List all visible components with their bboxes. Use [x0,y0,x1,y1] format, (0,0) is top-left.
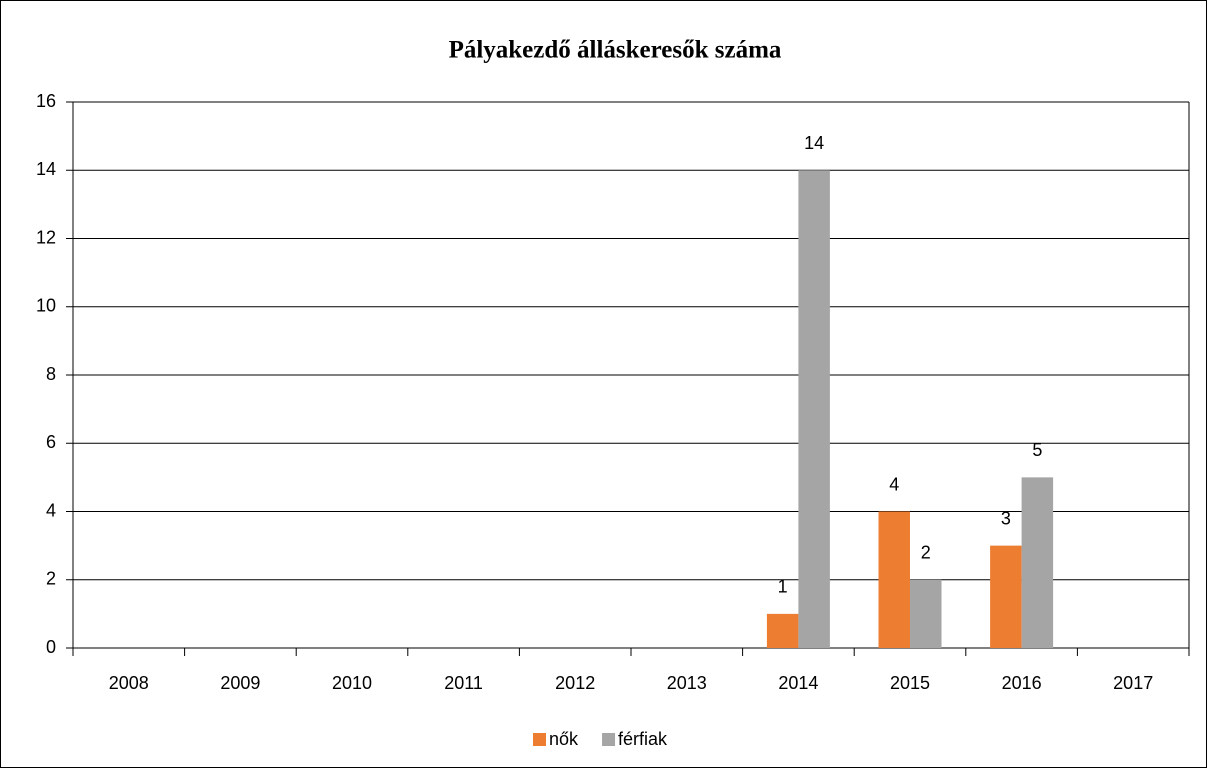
x-tick-label: 2017 [1113,673,1153,693]
x-tick-label: 2016 [1002,673,1042,693]
x-tick-label: 2009 [220,673,260,693]
x-tick-label: 2011 [444,673,483,693]
y-tick-label: 12 [36,227,56,247]
y-tick-label: 4 [46,500,56,520]
y-tick-label: 2 [46,569,56,589]
legend-label: férfiak [618,729,668,749]
bar [878,511,910,648]
bar [1021,477,1054,648]
bar [798,170,830,648]
data-label: 5 [1032,440,1042,460]
data-label: 14 [804,133,824,153]
data-label: 1 [778,577,788,597]
bar [910,579,942,648]
y-tick-label: 10 [36,296,56,316]
x-tick-label: 2014 [778,673,818,693]
y-tick-label: 6 [46,432,56,452]
legend-swatch [602,733,616,746]
y-tick-label: 0 [46,637,56,657]
legend-label: nők [549,729,579,749]
x-tick-label: 2010 [332,673,372,693]
x-tick-label: 2015 [890,673,930,693]
data-label: 4 [889,474,899,494]
bar [766,613,799,648]
x-tick-label: 2012 [555,673,595,693]
y-tick-label: 14 [36,159,56,179]
data-label: 3 [1001,508,1011,528]
bar [990,545,1022,648]
legend-swatch [533,733,546,746]
x-tick-label: 2013 [667,673,707,693]
y-tick-label: 8 [46,364,56,384]
data-label: 2 [921,543,931,563]
chart-title: Pályakezdő álláskeresők száma [449,37,782,64]
x-tick-label: 2008 [109,673,149,693]
y-tick-label: 16 [36,91,56,111]
